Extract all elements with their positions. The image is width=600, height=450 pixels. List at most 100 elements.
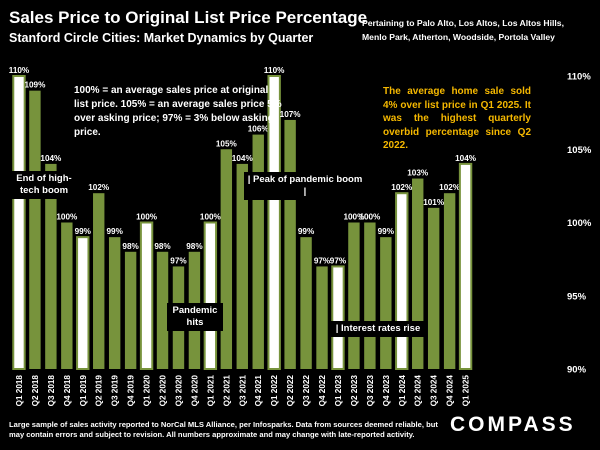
data-label: 100% <box>56 213 78 222</box>
data-label: 99% <box>378 227 395 236</box>
bar <box>156 251 169 369</box>
x-tick-label: Q2 2020 <box>159 375 168 407</box>
x-tick-label: Q1 2025 <box>462 375 471 407</box>
bar <box>252 134 264 369</box>
data-label: 98% <box>186 242 203 251</box>
bar <box>93 193 105 369</box>
x-tick-label: Q3 2019 <box>111 375 120 407</box>
bar <box>45 163 57 369</box>
bar-chart: 90% 95% 100% 105% 110% 110% Q1 2018 109% Q2 2018… <box>9 66 592 407</box>
y-tick-label: 100% <box>567 218 592 229</box>
compass-logo: COMPASS <box>450 413 576 436</box>
bar <box>348 222 360 369</box>
bar <box>443 193 456 369</box>
x-tick-label: Q1 2022 <box>270 375 279 407</box>
x-tick-label: Q4 2023 <box>382 375 391 407</box>
x-tick-label: Q4 2018 <box>63 375 72 407</box>
bar <box>29 90 41 370</box>
data-label: 100% <box>136 213 158 222</box>
bar <box>108 237 121 369</box>
bar <box>458 162 473 370</box>
annotation-pandemic-peak: | Peak of pandemic boom | <box>244 172 366 200</box>
chart-title: Sales Price to Original List Price Perce… <box>9 8 368 27</box>
x-tick-label: Q3 2024 <box>430 375 439 407</box>
region-note: Pertaining to Palo Alto, Los Altos, Los … <box>362 18 564 42</box>
data-label: 110% <box>9 66 30 75</box>
data-label: 106% <box>248 125 270 134</box>
data-label: 100% <box>359 213 381 222</box>
data-label: 102% <box>391 183 413 192</box>
bar <box>331 265 345 371</box>
data-label: 99% <box>298 227 315 236</box>
x-tick-label: Q1 2020 <box>143 375 152 407</box>
data-label: 109% <box>24 81 46 90</box>
bar <box>427 207 440 369</box>
highlight-callout: The average home sale sold 4% over list … <box>383 86 531 151</box>
x-tick-label: Q1 2024 <box>398 375 407 407</box>
x-tick-label: Q4 2020 <box>190 375 199 407</box>
x-tick-label: Q1 2023 <box>334 375 343 407</box>
bar <box>61 222 73 369</box>
chart-subtitle: Stanford Circle Cities: Market Dynamics … <box>9 31 314 45</box>
data-label: 101% <box>423 198 445 207</box>
data-label: 97% <box>314 256 331 265</box>
data-label: 98% <box>122 242 139 251</box>
data-label: 99% <box>106 227 123 236</box>
x-tick-label: Q3 2018 <box>47 375 56 407</box>
data-label: 105% <box>216 139 238 148</box>
data-label: 100% <box>200 213 222 222</box>
bar <box>284 119 296 369</box>
data-label: 102% <box>88 183 110 192</box>
percentage-explanation: 100% = an average sales price at origina… <box>74 85 282 138</box>
x-tick-label: Q1 2019 <box>79 375 88 407</box>
x-tick-label: Q2 2022 <box>286 375 295 407</box>
source-footnote: Large sample of sales activity reported … <box>9 420 438 439</box>
bar <box>380 237 392 369</box>
x-tick-label: Q4 2019 <box>127 375 136 407</box>
bar <box>124 251 137 369</box>
x-tick-label: Q2 2023 <box>350 375 359 407</box>
data-label: 104% <box>455 154 477 163</box>
x-tick-label: Q4 2024 <box>446 375 455 407</box>
x-tick-label: Q3 2021 <box>238 375 247 407</box>
bar <box>364 222 376 369</box>
annotation-rates-rise: | Interest rates rise <box>331 321 425 337</box>
data-label: 102% <box>439 183 461 192</box>
x-tick-label: Q2 2024 <box>414 375 423 407</box>
y-tick-label: 110% <box>567 72 591 83</box>
bar <box>139 221 154 370</box>
x-tick-label: Q3 2020 <box>174 375 183 407</box>
bar <box>412 178 424 369</box>
data-label: 98% <box>154 242 171 251</box>
data-label: 97% <box>330 256 347 265</box>
x-tick-label: Q4 2021 <box>254 375 263 407</box>
y-tick-label: 105% <box>567 145 592 156</box>
annotation-pandemic-hits: Pandemic hits <box>167 303 223 331</box>
x-tick-label: Q2 2019 <box>95 375 104 407</box>
data-label: 104% <box>232 154 254 163</box>
y-tick-label: 90% <box>567 365 587 376</box>
annotation-tech-boom: End of high-tech boom <box>9 171 79 199</box>
data-label: 104% <box>40 154 62 163</box>
bar <box>300 237 312 369</box>
x-tick-label: Q2 2018 <box>31 375 40 407</box>
x-tick-label: Q2 2021 <box>222 375 231 407</box>
bar <box>203 221 218 370</box>
x-tick-label: Q4 2022 <box>318 375 327 407</box>
data-label: 99% <box>75 227 92 236</box>
y-tick-label: 95% <box>567 291 587 302</box>
data-label: 100% <box>343 213 365 222</box>
bar <box>316 266 328 369</box>
bar <box>12 75 26 370</box>
data-label: 97% <box>170 256 187 265</box>
bar <box>236 163 248 369</box>
bar <box>267 75 281 370</box>
bar <box>76 236 90 370</box>
bar <box>220 149 233 369</box>
x-tick-label: Q1 2018 <box>15 375 24 407</box>
data-label: 110% <box>264 66 285 75</box>
x-tick-label: Q3 2022 <box>302 375 311 407</box>
data-label: 107% <box>280 110 302 119</box>
x-tick-label: Q3 2023 <box>366 375 375 407</box>
x-tick-label: Q1 2021 <box>206 375 215 407</box>
